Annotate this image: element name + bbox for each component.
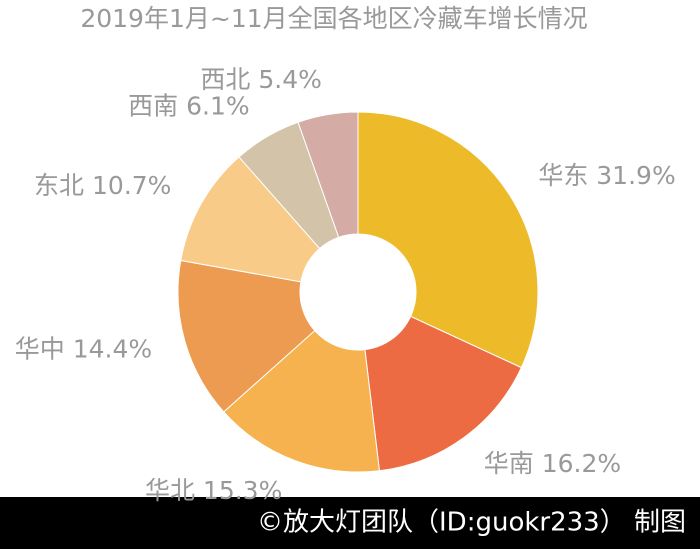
value-label: 6.1%	[186, 91, 250, 120]
slice	[223, 329, 380, 473]
slice-label: 华中 14.4%	[15, 334, 152, 363]
footer: ©放大灯团队（ID:guokr233） 制图	[257, 508, 686, 538]
slice-label: 华南 16.2%	[484, 449, 621, 478]
category-label: 华北	[145, 476, 195, 505]
slice	[357, 111, 539, 369]
category-label: 西南	[128, 91, 178, 120]
slice-label: 东北 10.7%	[34, 171, 171, 200]
category-label: 华中	[15, 334, 65, 363]
slice-label: 华北 15.3%	[145, 476, 282, 505]
slice-label: 西北 5.4%	[200, 65, 321, 94]
value-label: 31.9%	[596, 161, 675, 190]
value-label: 16.2%	[542, 449, 621, 478]
value-label: 15.3%	[203, 476, 282, 505]
category-label: 东北	[34, 171, 84, 200]
value-label: 5.4%	[258, 65, 322, 94]
slice	[297, 111, 359, 238]
chart-title: 2019年1月~11月全国各地区冷藏车增长情况	[80, 4, 587, 33]
category-label: 西北	[200, 65, 250, 94]
footer-band	[0, 497, 700, 549]
value-label: 14.4%	[73, 334, 152, 363]
slice	[177, 259, 316, 413]
slice-label: 华东 31.9%	[538, 161, 675, 190]
slice-label: 西南 6.1%	[128, 91, 249, 120]
value-label: 10.7%	[92, 171, 171, 200]
slice	[364, 315, 523, 472]
category-label: 华东	[538, 161, 588, 190]
category-label: 华南	[484, 449, 534, 478]
